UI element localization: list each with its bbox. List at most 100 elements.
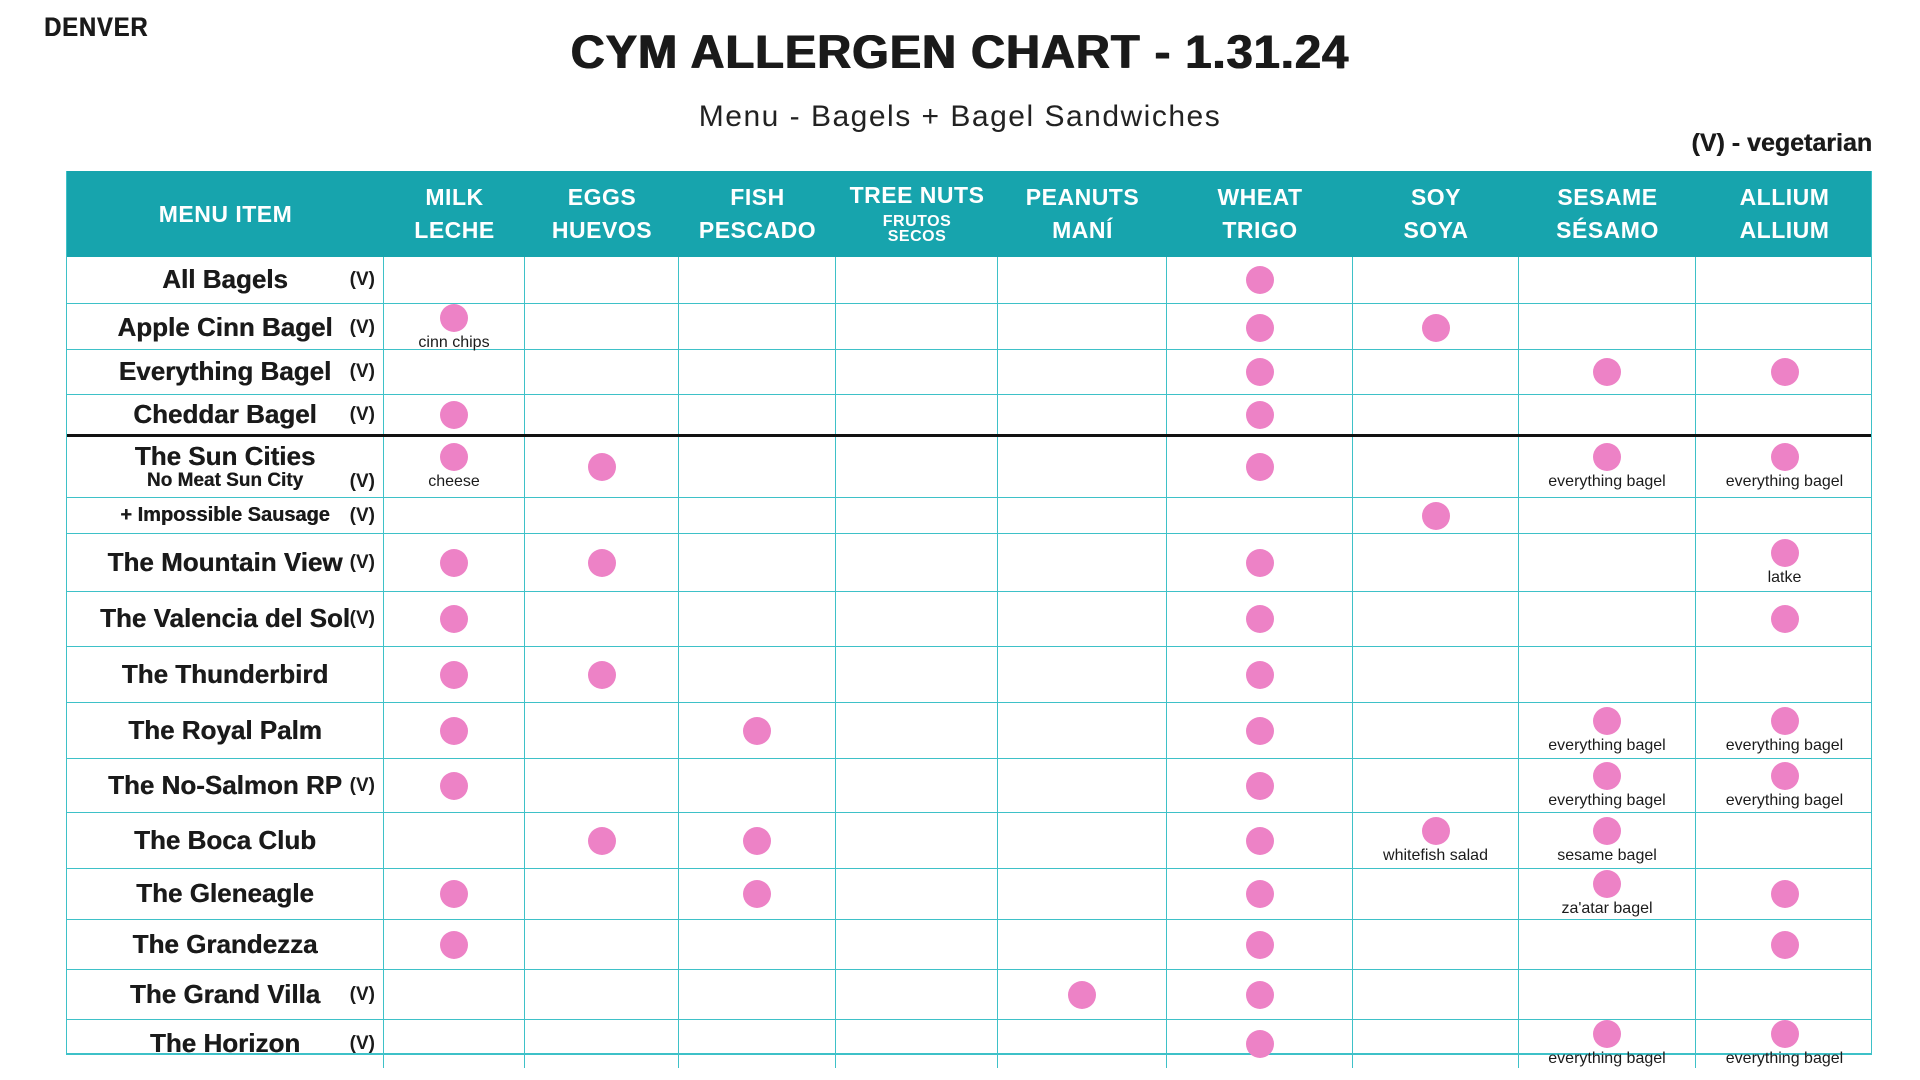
allergen-dot [1421, 816, 1450, 845]
allergen-cell-allium [1696, 920, 1873, 969]
allergen-cell-sesame [1519, 498, 1696, 533]
menu-item-name: All Bagels [162, 264, 288, 295]
allergen-cell-treenuts [836, 498, 998, 533]
menu-item-name: Apple Cinn Bagel [117, 312, 333, 343]
allergen-cell-treenuts [836, 703, 998, 758]
allergen-cell-sesame [1519, 395, 1696, 434]
vegetarian-mark: (V) [349, 774, 375, 796]
allergen-cell-sesame: everything bagel [1519, 437, 1696, 497]
column-label-es: SÉSAMO [1556, 216, 1659, 243]
allergen-cell-soy [1353, 703, 1519, 758]
column-label-es: LECHE [414, 216, 495, 243]
menu-item-cell: The Horizon (V) [67, 1020, 384, 1068]
allergen-note: latke [1767, 568, 1802, 586]
allergen-cell-fish [679, 395, 836, 434]
allergen-note: everything bagel [1725, 473, 1844, 491]
menu-item-cell: The Grand Villa (V) [67, 970, 384, 1019]
allergen-cell-soy [1353, 534, 1519, 591]
allergen-cell-allium: everything bagel [1696, 703, 1873, 758]
menu-item-subname: No Meat Sun City [146, 469, 304, 491]
allergen-dot [440, 660, 468, 689]
allergen-cell-treenuts [836, 813, 998, 868]
allergen-cell-peanuts [998, 759, 1167, 812]
column-label-en: SOY [1410, 184, 1462, 211]
menu-item-cell: The No-Salmon RP (V) [67, 759, 384, 812]
allergen-dot [1245, 605, 1274, 633]
allergen-dot [587, 660, 616, 689]
table-row: The Royal Palm everything bagel everything… [67, 703, 1871, 759]
column-header-treenuts: TREE NUTS FRUTOS SECOS [836, 171, 998, 257]
allergen-note: everything bagel [1548, 736, 1666, 754]
allergen-dot [587, 453, 616, 481]
allergen-cell-treenuts [836, 534, 998, 591]
allergen-cell-sesame [1519, 970, 1696, 1019]
allergen-cell-milk [384, 703, 525, 758]
allergen-cell-milk [384, 592, 525, 646]
table-row: The Mountain View (V) latke [67, 534, 1871, 592]
allergen-dot [1770, 1020, 1799, 1048]
page-title: CYM ALLERGEN CHART - 1.31.24 [570, 25, 1350, 78]
allergen-cell-milk [384, 498, 525, 533]
allergen-cell-peanuts [998, 257, 1167, 303]
allergen-cell-eggs [525, 970, 679, 1019]
column-label-es: PESCADO [698, 216, 817, 243]
allergen-cell-sesame [1519, 920, 1696, 969]
page-subtitle: Menu - Bagels + Bagel Sandwiches [698, 100, 1222, 133]
allergen-dot [1245, 880, 1274, 908]
menu-item-name: The Boca Club [133, 824, 316, 855]
table-row: The Horizon (V) everything bagel everything… [67, 1020, 1871, 1068]
allergen-cell-peanuts [998, 703, 1167, 758]
allergen-cell-wheat [1167, 350, 1353, 394]
allergen-cell-milk [384, 1020, 525, 1068]
allergen-cell-eggs [525, 350, 679, 394]
allergen-note: cheese [428, 473, 480, 491]
allergen-cell-fish [679, 869, 836, 919]
allergen-cell-wheat [1167, 1020, 1353, 1068]
allergen-cell-fish [679, 257, 836, 303]
vegetarian-mark: (V) [349, 403, 375, 425]
allergen-cell-treenuts [836, 437, 998, 497]
menu-item-cell: The Mountain View (V) [67, 534, 384, 591]
allergen-cell-sesame [1519, 647, 1696, 702]
column-label-es: MANÍ [1052, 216, 1113, 243]
allergen-cell-wheat [1167, 395, 1353, 434]
allergen-cell-sesame: everything bagel [1519, 759, 1696, 812]
vegetarian-mark: (V) [349, 316, 375, 338]
vegetarian-mark: (V) [349, 551, 375, 573]
column-header-peanuts: PEANUTS MANÍ [998, 171, 1167, 257]
allergen-cell-wheat [1167, 592, 1353, 646]
allergen-cell-milk: cinn chips [384, 304, 525, 352]
menu-item-name: The Royal Palm [128, 714, 322, 745]
table-header-row: MENU ITEM MILK LECHE EGGS HUEVOS FISH PESCADO T… [67, 171, 1871, 257]
allergen-cell-milk [384, 395, 525, 434]
column-header-fish: FISH PESCADO [679, 171, 836, 257]
column-header-soy: SOY SOYA [1353, 171, 1519, 257]
allergen-cell-soy [1353, 869, 1519, 919]
allergen-cell-eggs [525, 304, 679, 352]
allergen-cell-treenuts [836, 1020, 998, 1068]
allergen-cell-fish [679, 592, 836, 646]
allergen-dot [1770, 761, 1799, 790]
allergen-cell-fish [679, 498, 836, 533]
allergen-cell-milk [384, 647, 525, 702]
allergen-cell-milk [384, 869, 525, 919]
allergen-note: everything bagel [1725, 736, 1844, 754]
allergen-cell-soy [1353, 498, 1519, 533]
menu-item-cell: The Grandezza [67, 920, 384, 969]
column-header-eggs: EGGS HUEVOS [525, 171, 679, 257]
column-label-es: TRIGO [1222, 216, 1298, 243]
allergen-dot [1770, 443, 1799, 472]
table-row: The Grandezza [67, 920, 1871, 970]
allergen-cell-allium [1696, 395, 1873, 434]
allergen-table: MENU ITEM MILK LECHE EGGS HUEVOS FISH PESCADO T… [66, 171, 1873, 1068]
allergen-dot [440, 400, 468, 429]
allergen-cell-eggs [525, 498, 679, 533]
menu-item-cell: The Sun Cities No Meat Sun City (V) [67, 437, 384, 497]
allergen-cell-wheat [1167, 304, 1353, 352]
allergen-cell-milk: cheese [384, 437, 525, 497]
allergen-note: sesame bagel [1557, 846, 1657, 864]
allergen-dot [1770, 538, 1799, 567]
allergen-note: everything bagel [1548, 791, 1666, 809]
allergen-cell-allium [1696, 498, 1873, 533]
menu-item-cell: Everything Bagel (V) [67, 350, 384, 394]
